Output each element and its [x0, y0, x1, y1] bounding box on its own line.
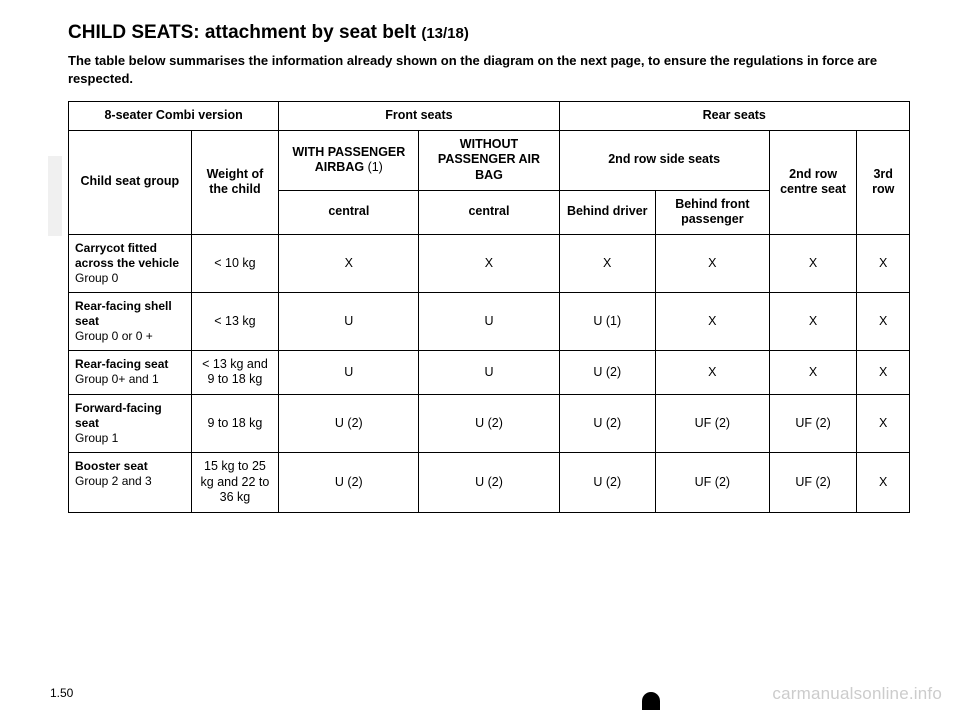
hdr-child-seat-group: Child seat group [69, 130, 192, 234]
hdr-central-2: central [419, 190, 559, 234]
cell: X [559, 234, 655, 292]
cell: U (2) [559, 453, 655, 513]
hdr-2nd-row-side: 2nd row side seats [559, 130, 769, 190]
cell: U [279, 350, 419, 394]
title-main: CHILD SEATS: attachment by seat belt [68, 22, 416, 43]
cell: U [279, 292, 419, 350]
summary-text: The table below summarises the informati… [68, 52, 910, 87]
cell: X [419, 234, 559, 292]
cell: X [279, 234, 419, 292]
title-sub: (13/18) [421, 25, 469, 42]
page-title: CHILD SEATS: attachment by seat belt (13… [68, 22, 910, 44]
cell: X [769, 350, 857, 394]
row-weight: < 13 kg [191, 292, 279, 350]
cell: X [857, 292, 910, 350]
row-label: Rear-facing seat Group 0+ and 1 [69, 350, 192, 394]
hdr-without-airbag: WITHOUT PASSENGER AIR BAG [419, 130, 559, 190]
hdr-with-airbag: WITH PASSENGER AIRBAG (1) [279, 130, 419, 190]
cell: UF (2) [769, 453, 857, 513]
hdr-weight: Weight of the child [191, 130, 279, 234]
row-group: Group 1 [75, 431, 118, 445]
cell: U (2) [419, 453, 559, 513]
table-row: Carrycot fitted across the vehicle Group… [69, 234, 910, 292]
watermark: carmanualsonline.info [772, 684, 942, 704]
cell: U (2) [279, 453, 419, 513]
row-name: Carrycot fitted across the vehicle [75, 241, 185, 271]
row-name: Rear-facing seat [75, 357, 185, 372]
cell: UF (2) [769, 395, 857, 453]
hdr-behind-driver: Behind driver [559, 190, 655, 234]
cell: UF (2) [655, 453, 769, 513]
row-group: Group 2 and 3 [75, 474, 152, 488]
hdr-central-1: central [279, 190, 419, 234]
cell: U [419, 292, 559, 350]
table-row: Booster seat Group 2 and 3 15 kg to 25 k… [69, 453, 910, 513]
row-weight: 15 kg to 25 kg and 22 to 36 kg [191, 453, 279, 513]
child-seat-table: 8-seater Combi version Front seats Rear … [68, 101, 910, 513]
table-header-row: 8-seater Combi version Front seats Rear … [69, 102, 910, 131]
hdr-behind-front-passenger: Behind front passenger [655, 190, 769, 234]
row-label: Rear-facing shell seat Group 0 or 0 + [69, 292, 192, 350]
row-label: Carrycot fitted across the vehicle Group… [69, 234, 192, 292]
cell: X [857, 350, 910, 394]
row-group: Group 0 or 0 + [75, 329, 153, 343]
row-name: Booster seat [75, 459, 185, 474]
cell: U (2) [559, 350, 655, 394]
row-label: Booster seat Group 2 and 3 [69, 453, 192, 513]
row-weight: < 13 kg and 9 to 18 kg [191, 350, 279, 394]
cell: X [857, 234, 910, 292]
row-group: Group 0+ and 1 [75, 372, 159, 386]
row-label: Forward-facing seat Group 1 [69, 395, 192, 453]
cell: X [655, 350, 769, 394]
page-tab-marker [48, 156, 62, 236]
page-notch-icon [642, 692, 660, 710]
hdr-version: 8-seater Combi version [69, 102, 279, 131]
cell: U (2) [419, 395, 559, 453]
cell: U (2) [279, 395, 419, 453]
hdr-with-airbag-text: WITH PASSENGER AIRBAG [292, 145, 405, 175]
cell: UF (2) [655, 395, 769, 453]
cell: X [857, 395, 910, 453]
hdr-with-airbag-note: (1) [368, 160, 383, 174]
row-group: Group 0 [75, 271, 118, 285]
cell: X [769, 234, 857, 292]
cell: X [655, 292, 769, 350]
hdr-3rd-row: 3rd row [857, 130, 910, 234]
page-number: 1.50 [50, 686, 73, 700]
cell: X [655, 234, 769, 292]
hdr-2nd-row-centre: 2nd row centre seat [769, 130, 857, 234]
hdr-front-seats: Front seats [279, 102, 559, 131]
table-header-row: Child seat group Weight of the child WIT… [69, 130, 910, 190]
cell: U [419, 350, 559, 394]
row-name: Rear-facing shell seat [75, 299, 185, 329]
table-row: Rear-facing seat Group 0+ and 1 < 13 kg … [69, 350, 910, 394]
row-weight: < 10 kg [191, 234, 279, 292]
cell: X [857, 453, 910, 513]
page-content: CHILD SEATS: attachment by seat belt (13… [0, 0, 960, 513]
hdr-rear-seats: Rear seats [559, 102, 909, 131]
row-name: Forward-facing seat [75, 401, 185, 431]
cell: U (1) [559, 292, 655, 350]
table-row: Rear-facing shell seat Group 0 or 0 + < … [69, 292, 910, 350]
table-row: Forward-facing seat Group 1 9 to 18 kg U… [69, 395, 910, 453]
row-weight: 9 to 18 kg [191, 395, 279, 453]
cell: X [769, 292, 857, 350]
cell: U (2) [559, 395, 655, 453]
